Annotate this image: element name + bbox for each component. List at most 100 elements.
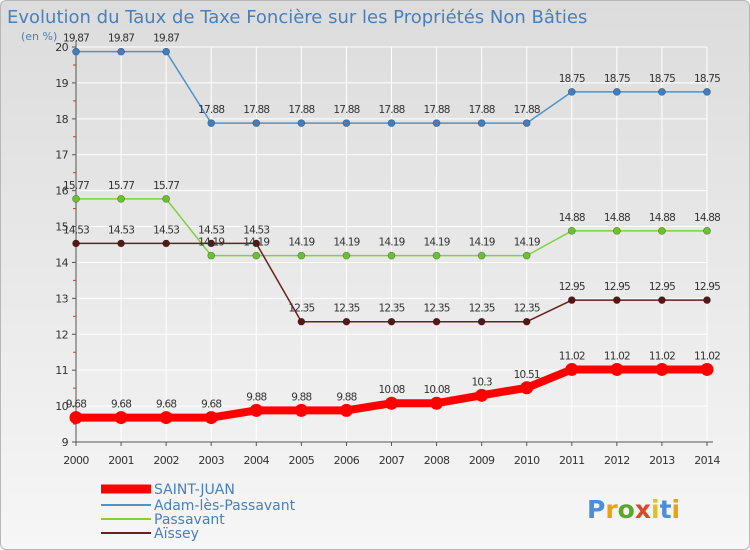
data-point (339, 403, 353, 417)
data-label: 12.35 (514, 303, 540, 315)
data-label: 9.68 (66, 399, 86, 411)
axes: 9 10 11 12 13 14 15 16 17 18 19 20 2000 2001 2002 2003 2… (55, 41, 721, 467)
series-layer (69, 47, 714, 425)
data-label: 14.19 (288, 237, 314, 249)
y-tick-label: 18 (55, 113, 68, 126)
proxiti-logo: Proxiti (587, 495, 680, 524)
unit-label: (en %) (21, 30, 57, 43)
data-point (430, 396, 444, 410)
logo-letter: t (660, 495, 672, 524)
data-point (477, 119, 486, 127)
data-label: 14.88 (559, 212, 585, 224)
logo-letter: r (605, 495, 618, 524)
data-point (204, 411, 218, 425)
data-label: 15.77 (63, 180, 89, 192)
x-tick-label: 2008 (424, 454, 450, 467)
x-tick-label: 2014 (694, 454, 720, 467)
data-point (294, 403, 308, 417)
data-label: 19.87 (63, 33, 89, 45)
data-label: 10.3 (472, 376, 492, 388)
logo-letter: x (635, 495, 651, 524)
data-point (477, 251, 486, 260)
data-point (342, 119, 351, 127)
legend-label: SAINT-JUAN (154, 482, 235, 498)
x-tick-label: 2002 (153, 454, 179, 467)
legend: SAINT-JUANAdam-lès-PassavantPassavantAïs… (101, 482, 296, 542)
data-point (159, 411, 173, 425)
data-label: 14.53 (243, 224, 269, 236)
data-label: 14.53 (63, 224, 89, 236)
data-point (249, 403, 263, 417)
data-label: 12.35 (333, 303, 359, 315)
data-point (522, 317, 531, 326)
data-point (297, 119, 306, 127)
x-tick-label: 2012 (604, 454, 630, 467)
legend-label: Passavant (154, 512, 225, 528)
data-point (658, 88, 666, 96)
data-label: 14.53 (153, 224, 179, 236)
data-label: 17.88 (288, 104, 314, 116)
data-point (477, 317, 486, 326)
data-label: 14.19 (243, 237, 269, 249)
data-label: 19.87 (153, 33, 179, 45)
data-label: 14.19 (424, 237, 450, 249)
data-label: 10.08 (378, 384, 404, 396)
logo-letter: o (618, 495, 635, 524)
data-point (432, 317, 441, 326)
x-tick-label: 2005 (289, 454, 315, 467)
chart-title: Evolution du Taux de Taxe Foncière sur l… (7, 7, 587, 28)
data-point (613, 296, 621, 305)
data-point (162, 47, 170, 56)
y-tick-label: 17 (55, 149, 68, 162)
data-label: 15.77 (153, 180, 179, 192)
data-label: 14.19 (333, 237, 359, 249)
x-tick-label: 2003 (198, 454, 224, 467)
data-point (613, 227, 621, 235)
data-point (432, 119, 441, 127)
data-label: 12.95 (694, 281, 720, 293)
data-point (162, 239, 170, 248)
series-1 (72, 47, 711, 127)
data-label: 18.75 (559, 73, 585, 85)
y-tick-label: 12 (55, 328, 68, 341)
data-label: 9.68 (111, 399, 131, 411)
x-tick-label: 2013 (649, 454, 675, 467)
data-point (522, 119, 531, 127)
data-point (387, 251, 396, 260)
x-tick-label: 2010 (514, 454, 540, 467)
data-point (387, 119, 396, 127)
data-label: 9.88 (336, 391, 356, 403)
logo-letter: i (651, 495, 660, 524)
data-label: 9.88 (246, 391, 266, 403)
data-label: 12.95 (559, 281, 585, 293)
data-point (475, 388, 489, 402)
data-point (117, 195, 125, 203)
data-label: 12.35 (378, 303, 404, 315)
data-label: 14.88 (694, 212, 720, 224)
data-label: 12.35 (424, 303, 450, 315)
data-point (72, 47, 80, 56)
data-label: 18.75 (604, 73, 630, 85)
x-tick-label: 2009 (469, 454, 495, 467)
y-tick-label: 19 (55, 77, 68, 90)
data-label: 14.19 (514, 237, 540, 249)
y-tick-label: 9 (62, 436, 69, 449)
data-point (114, 411, 128, 425)
data-point (207, 251, 216, 260)
data-label: 11.02 (694, 350, 720, 362)
legend-label: Aïssey (154, 526, 199, 542)
y-tick-label: 14 (55, 256, 68, 269)
data-point (658, 227, 666, 235)
data-point (162, 195, 170, 203)
series-3 (72, 239, 711, 326)
data-label: 11.02 (604, 350, 630, 362)
data-label: 18.75 (694, 73, 720, 85)
data-point (610, 362, 624, 376)
data-label: 18.75 (649, 73, 675, 85)
data-label: 10.08 (424, 384, 450, 396)
data-label: 14.19 (198, 237, 224, 249)
data-point (567, 296, 576, 305)
y-tick-label: 20 (55, 41, 68, 54)
